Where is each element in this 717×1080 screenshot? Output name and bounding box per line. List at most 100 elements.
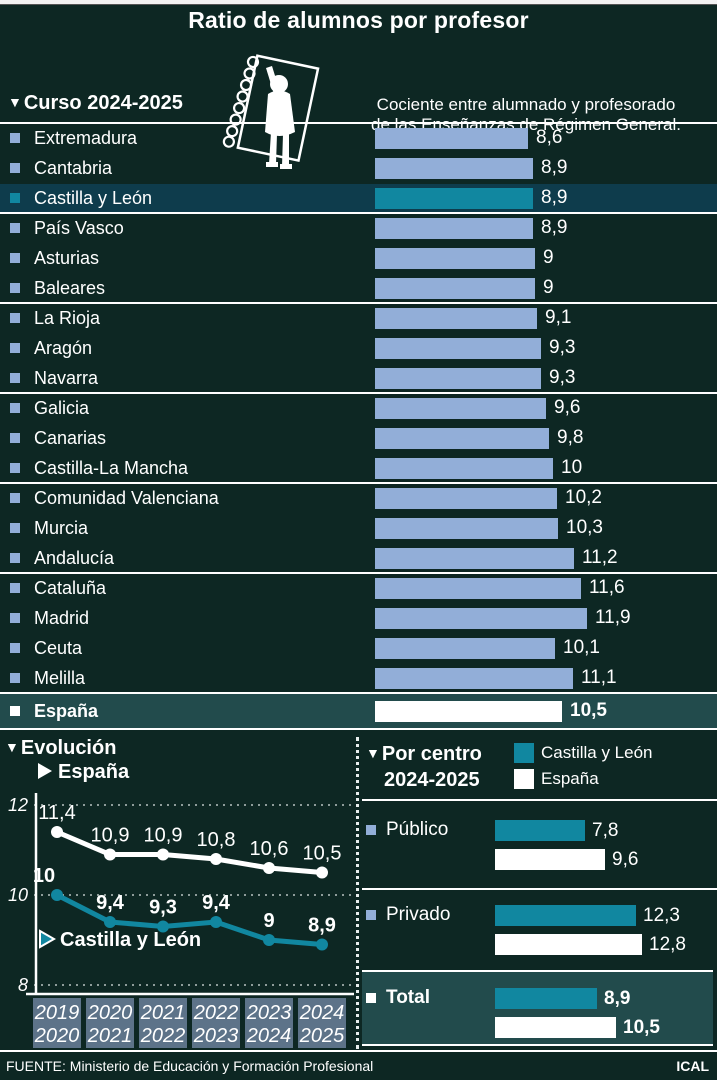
region-value: 11,1 xyxy=(581,667,617,688)
child-silhouette xyxy=(265,66,295,169)
region-value: 9,1 xyxy=(545,307,572,328)
region-value: 10,2 xyxy=(565,487,602,508)
x-axis-year-box xyxy=(33,998,81,1048)
data-point xyxy=(316,866,328,879)
y-tick-label: 12 xyxy=(8,795,28,815)
data-point xyxy=(51,889,63,901)
region-label: Madrid xyxy=(34,608,90,628)
triangle-down-icon: ▼ xyxy=(8,94,22,110)
region-bar xyxy=(375,218,533,239)
region-bar xyxy=(375,488,557,509)
region-value: 8,9 xyxy=(541,187,568,208)
region-value: 11,2 xyxy=(582,547,618,568)
legend-swatch-teal xyxy=(514,743,534,763)
row-bullet-icon xyxy=(10,283,20,293)
triangle-right-outline-icon xyxy=(39,929,57,949)
region-row: Murcia 10,3 xyxy=(0,514,717,544)
x-tick-label: 2021 xyxy=(87,1025,133,1047)
x-tick-label: 2022 xyxy=(193,1002,239,1024)
region-row: España 10,5 xyxy=(0,694,717,730)
x-tick-label: 2020 xyxy=(34,1025,80,1047)
region-bar xyxy=(375,248,535,269)
region-value: 9,6 xyxy=(554,397,581,418)
x-axis-year-box xyxy=(298,998,346,1048)
data-point-label: 11,4 xyxy=(38,802,75,824)
region-label: Castilla y León xyxy=(34,188,153,208)
x-tick-label: 2025 xyxy=(299,1025,345,1047)
x-tick-label: 2023 xyxy=(193,1025,239,1047)
data-point-label: 9,3 xyxy=(149,897,177,919)
region-value: 8,6 xyxy=(536,127,563,148)
region-label: Navarra xyxy=(34,368,99,388)
region-row: Galicia 9,6 xyxy=(0,394,717,424)
region-label: Galicia xyxy=(34,398,90,418)
region-label: Andalucía xyxy=(34,548,115,568)
bar-castilla xyxy=(495,820,585,841)
region-row: Cataluña 11,6 xyxy=(0,574,717,604)
region-bar xyxy=(375,668,573,689)
region-row: Asturias 9 xyxy=(0,244,717,274)
bar-espana xyxy=(495,1017,616,1038)
data-point-label: 9,4 xyxy=(96,892,125,914)
region-row: Castilla y León 8,9 xyxy=(0,184,717,214)
row-bullet-icon xyxy=(10,433,20,443)
row-bullet-icon xyxy=(366,993,376,1003)
region-bar xyxy=(375,458,553,479)
row-bullet-icon xyxy=(10,223,20,233)
evolution-title: ▼ Evolución xyxy=(5,737,117,759)
region-bar xyxy=(375,308,537,329)
group-divider xyxy=(362,799,717,801)
region-value: 10,3 xyxy=(566,517,603,538)
bar-castilla xyxy=(495,905,636,926)
region-value: 9 xyxy=(543,277,554,298)
region-bar xyxy=(375,398,546,419)
legend-swatch-white xyxy=(514,769,534,789)
data-point xyxy=(316,938,328,951)
series-label-castilla: Castilla y León xyxy=(60,929,201,951)
region-value: 9 xyxy=(543,247,554,268)
y-tick-label: 10 xyxy=(8,885,28,905)
triangle-down-icon: ▼ xyxy=(5,739,19,755)
x-tick-label: 2020 xyxy=(87,1002,133,1024)
row-bullet-icon xyxy=(10,133,20,143)
region-label: Asturias xyxy=(34,248,100,268)
regions-bar-chart: Extremadura 8,6 Cantabria 8,9 Castilla y Leó… xyxy=(0,122,717,730)
data-point-label: 8,9 xyxy=(308,915,336,937)
region-row: Ceuta 10,1 xyxy=(0,634,717,664)
y-tick-label: 8 xyxy=(18,975,28,995)
row-bullet-icon xyxy=(10,373,20,383)
region-bar xyxy=(375,638,555,659)
region-value: 10 xyxy=(561,457,583,478)
region-bar xyxy=(375,188,533,209)
bar-espana xyxy=(495,934,642,955)
description-line-1: Cociente entre alumnado y profesorado xyxy=(376,95,676,114)
region-value: 11,6 xyxy=(589,577,625,598)
row-bullet-icon xyxy=(10,643,20,653)
row-bullet-icon xyxy=(10,706,20,716)
region-row: Aragón 9,3 xyxy=(0,334,717,364)
row-bullet-icon xyxy=(10,523,20,533)
row-bullet-icon xyxy=(10,673,20,683)
bar-castilla xyxy=(495,988,597,1009)
row-bullet-icon xyxy=(10,193,20,203)
region-bar xyxy=(375,428,549,449)
row-bullet-icon xyxy=(10,343,20,353)
region-label: Baleares xyxy=(34,278,106,298)
child-notebook-illustration xyxy=(222,54,320,169)
x-tick-label: 2024 xyxy=(246,1025,292,1047)
region-row: Navarra 9,3 xyxy=(0,364,717,394)
data-point-label: 10,5 xyxy=(303,843,342,865)
region-value: 8,9 xyxy=(541,217,568,238)
data-point-label: 9,4 xyxy=(202,892,231,914)
footer-divider xyxy=(0,1050,717,1052)
por-centro-chart: ▼ Por centro 2024-2025 Castilla y León Es… xyxy=(362,735,717,1053)
por-centro-title: ▼ Por centro 2024-2025 xyxy=(366,743,482,791)
source-text: FUENTE: Ministerio de Educación y Formac… xyxy=(6,1058,374,1074)
region-label: Aragón xyxy=(34,338,93,358)
data-point-label: 9 xyxy=(263,910,274,932)
row-bullet-icon xyxy=(10,163,20,173)
top-strip xyxy=(0,0,717,5)
region-bar xyxy=(375,128,528,149)
region-value: 10,1 xyxy=(563,637,600,658)
region-label: España xyxy=(34,701,99,721)
